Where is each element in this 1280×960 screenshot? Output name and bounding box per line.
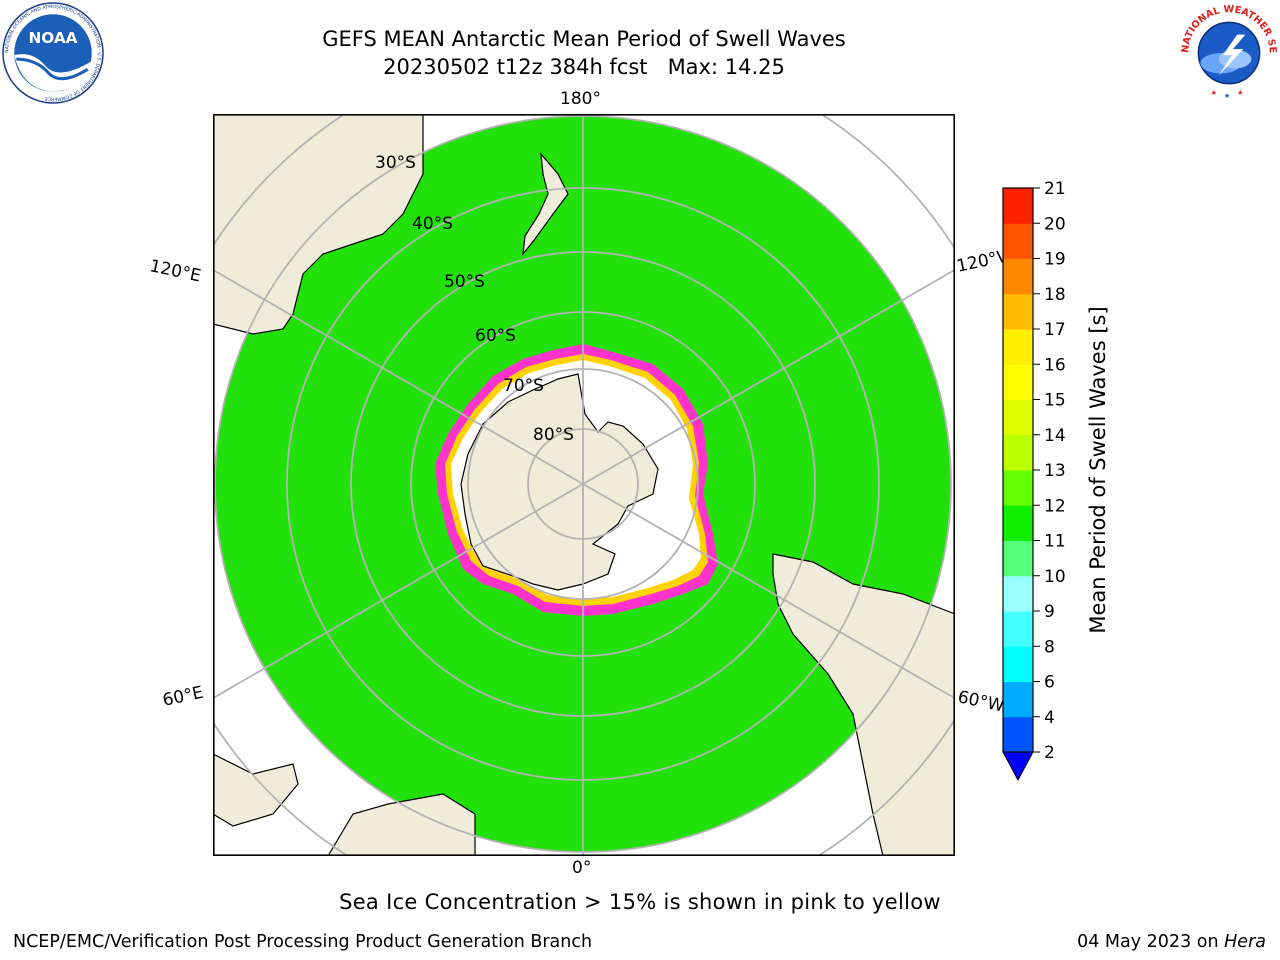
footer-host: Hera — [1224, 932, 1266, 952]
lat-label-70s: 70°S — [503, 376, 544, 396]
colorbar-label: Mean Period of Swell Waves [s] — [1086, 306, 1110, 634]
colorbar-swatch — [1003, 611, 1033, 647]
colorbar-tick-label: 6 — [1044, 673, 1055, 693]
svg-text:★: ★ — [1237, 88, 1243, 97]
lon-label-0: 0° — [572, 858, 592, 878]
colorbar-tick-label: 17 — [1044, 320, 1066, 340]
map-panel: 30°S 40°S 50°S 60°S 70°S 80°S — [213, 114, 955, 856]
colorbar-tick-label: 16 — [1044, 355, 1066, 375]
colorbar-tick-label: 10 — [1044, 567, 1066, 587]
lat-label-80s: 80°S — [533, 425, 574, 445]
svg-text:★: ★ — [1211, 88, 1217, 97]
continents — [213, 114, 955, 856]
lon-label-180: 180° — [560, 89, 601, 109]
colorbar-swatch — [1003, 646, 1033, 682]
colorbar-tick-label: 2 — [1044, 743, 1055, 763]
lat-label-50s: 50°S — [444, 272, 485, 292]
lat-label-30s: 30°S — [375, 153, 416, 173]
colorbar: 2 4 6 8 9 10 11 12 13 14 15 16 17 18 19 20 21 — [1002, 180, 1066, 782]
colorbar-swatch — [1003, 434, 1033, 471]
colorbar-tick-label: 11 — [1044, 532, 1066, 552]
colorbar-swatch — [1003, 399, 1033, 436]
colorbar-tick-label: 14 — [1044, 426, 1066, 446]
colorbar-tick-label: 4 — [1044, 708, 1055, 728]
colorbar-swatch — [1003, 575, 1033, 612]
noaa-logo-text: NOAA — [28, 29, 77, 47]
colorbar-extend-arrow — [1002, 751, 1034, 782]
lon-label-60e: 60°E — [160, 682, 206, 711]
colorbar-tick-label: 12 — [1044, 496, 1066, 516]
colorbar-swatch — [1003, 540, 1033, 577]
lat-label-60s: 60°S — [475, 326, 516, 346]
colorbar-swatch — [1003, 258, 1033, 295]
colorbar-tick-label: 9 — [1044, 602, 1055, 622]
colorbar-tick-label: 21 — [1044, 180, 1066, 199]
lat-label-40s: 40°S — [412, 214, 453, 234]
colorbar-tick-label: 20 — [1044, 214, 1066, 234]
colorbar-swatch — [1003, 716, 1033, 753]
colorbar-tick-label: 18 — [1044, 285, 1066, 305]
colorbar-swatch — [1003, 188, 1033, 224]
colorbar-swatch — [1003, 364, 1033, 400]
map-border — [213, 114, 955, 856]
colorbar-swatch — [1003, 223, 1033, 259]
colorbar-tick-label: 15 — [1044, 391, 1066, 411]
sea-ice-note: Sea Ice Concentration > 15% is shown in … — [339, 890, 941, 914]
lon-label-120e: 120°E — [147, 256, 203, 287]
colorbar-tick-label: 8 — [1044, 637, 1055, 657]
colorbar-swatch — [1003, 505, 1033, 541]
chart-title: GEFS MEAN Antarctic Mean Period of Swell… — [322, 27, 846, 51]
footer-date: 04 May 2023 on Hera — [1077, 932, 1266, 952]
colorbar-swatch — [1003, 470, 1033, 506]
graticule — [213, 114, 955, 856]
colorbar-tick-label: 19 — [1044, 250, 1066, 270]
colorbar-swatch — [1003, 329, 1033, 365]
nws-logo: NATIONAL WEATHER SERVICE ★ ★ ★ — [1178, 0, 1278, 101]
colorbar-swatch — [1003, 293, 1033, 330]
chart-subtitle: 20230502 t12z 384h fcst Max: 14.25 — [383, 55, 785, 79]
svg-text:★: ★ — [1224, 91, 1230, 100]
noaa-logo: NOAA NATIONAL OCEANIC AND ATMOSPHERIC AD… — [2, 2, 104, 104]
footer-date-text: 04 May 2023 on — [1077, 932, 1225, 952]
footer-branch: NCEP/EMC/Verification Post Processing Pr… — [13, 932, 593, 952]
colorbar-swatch — [1003, 681, 1033, 718]
colorbar-tick-label: 13 — [1044, 461, 1066, 481]
